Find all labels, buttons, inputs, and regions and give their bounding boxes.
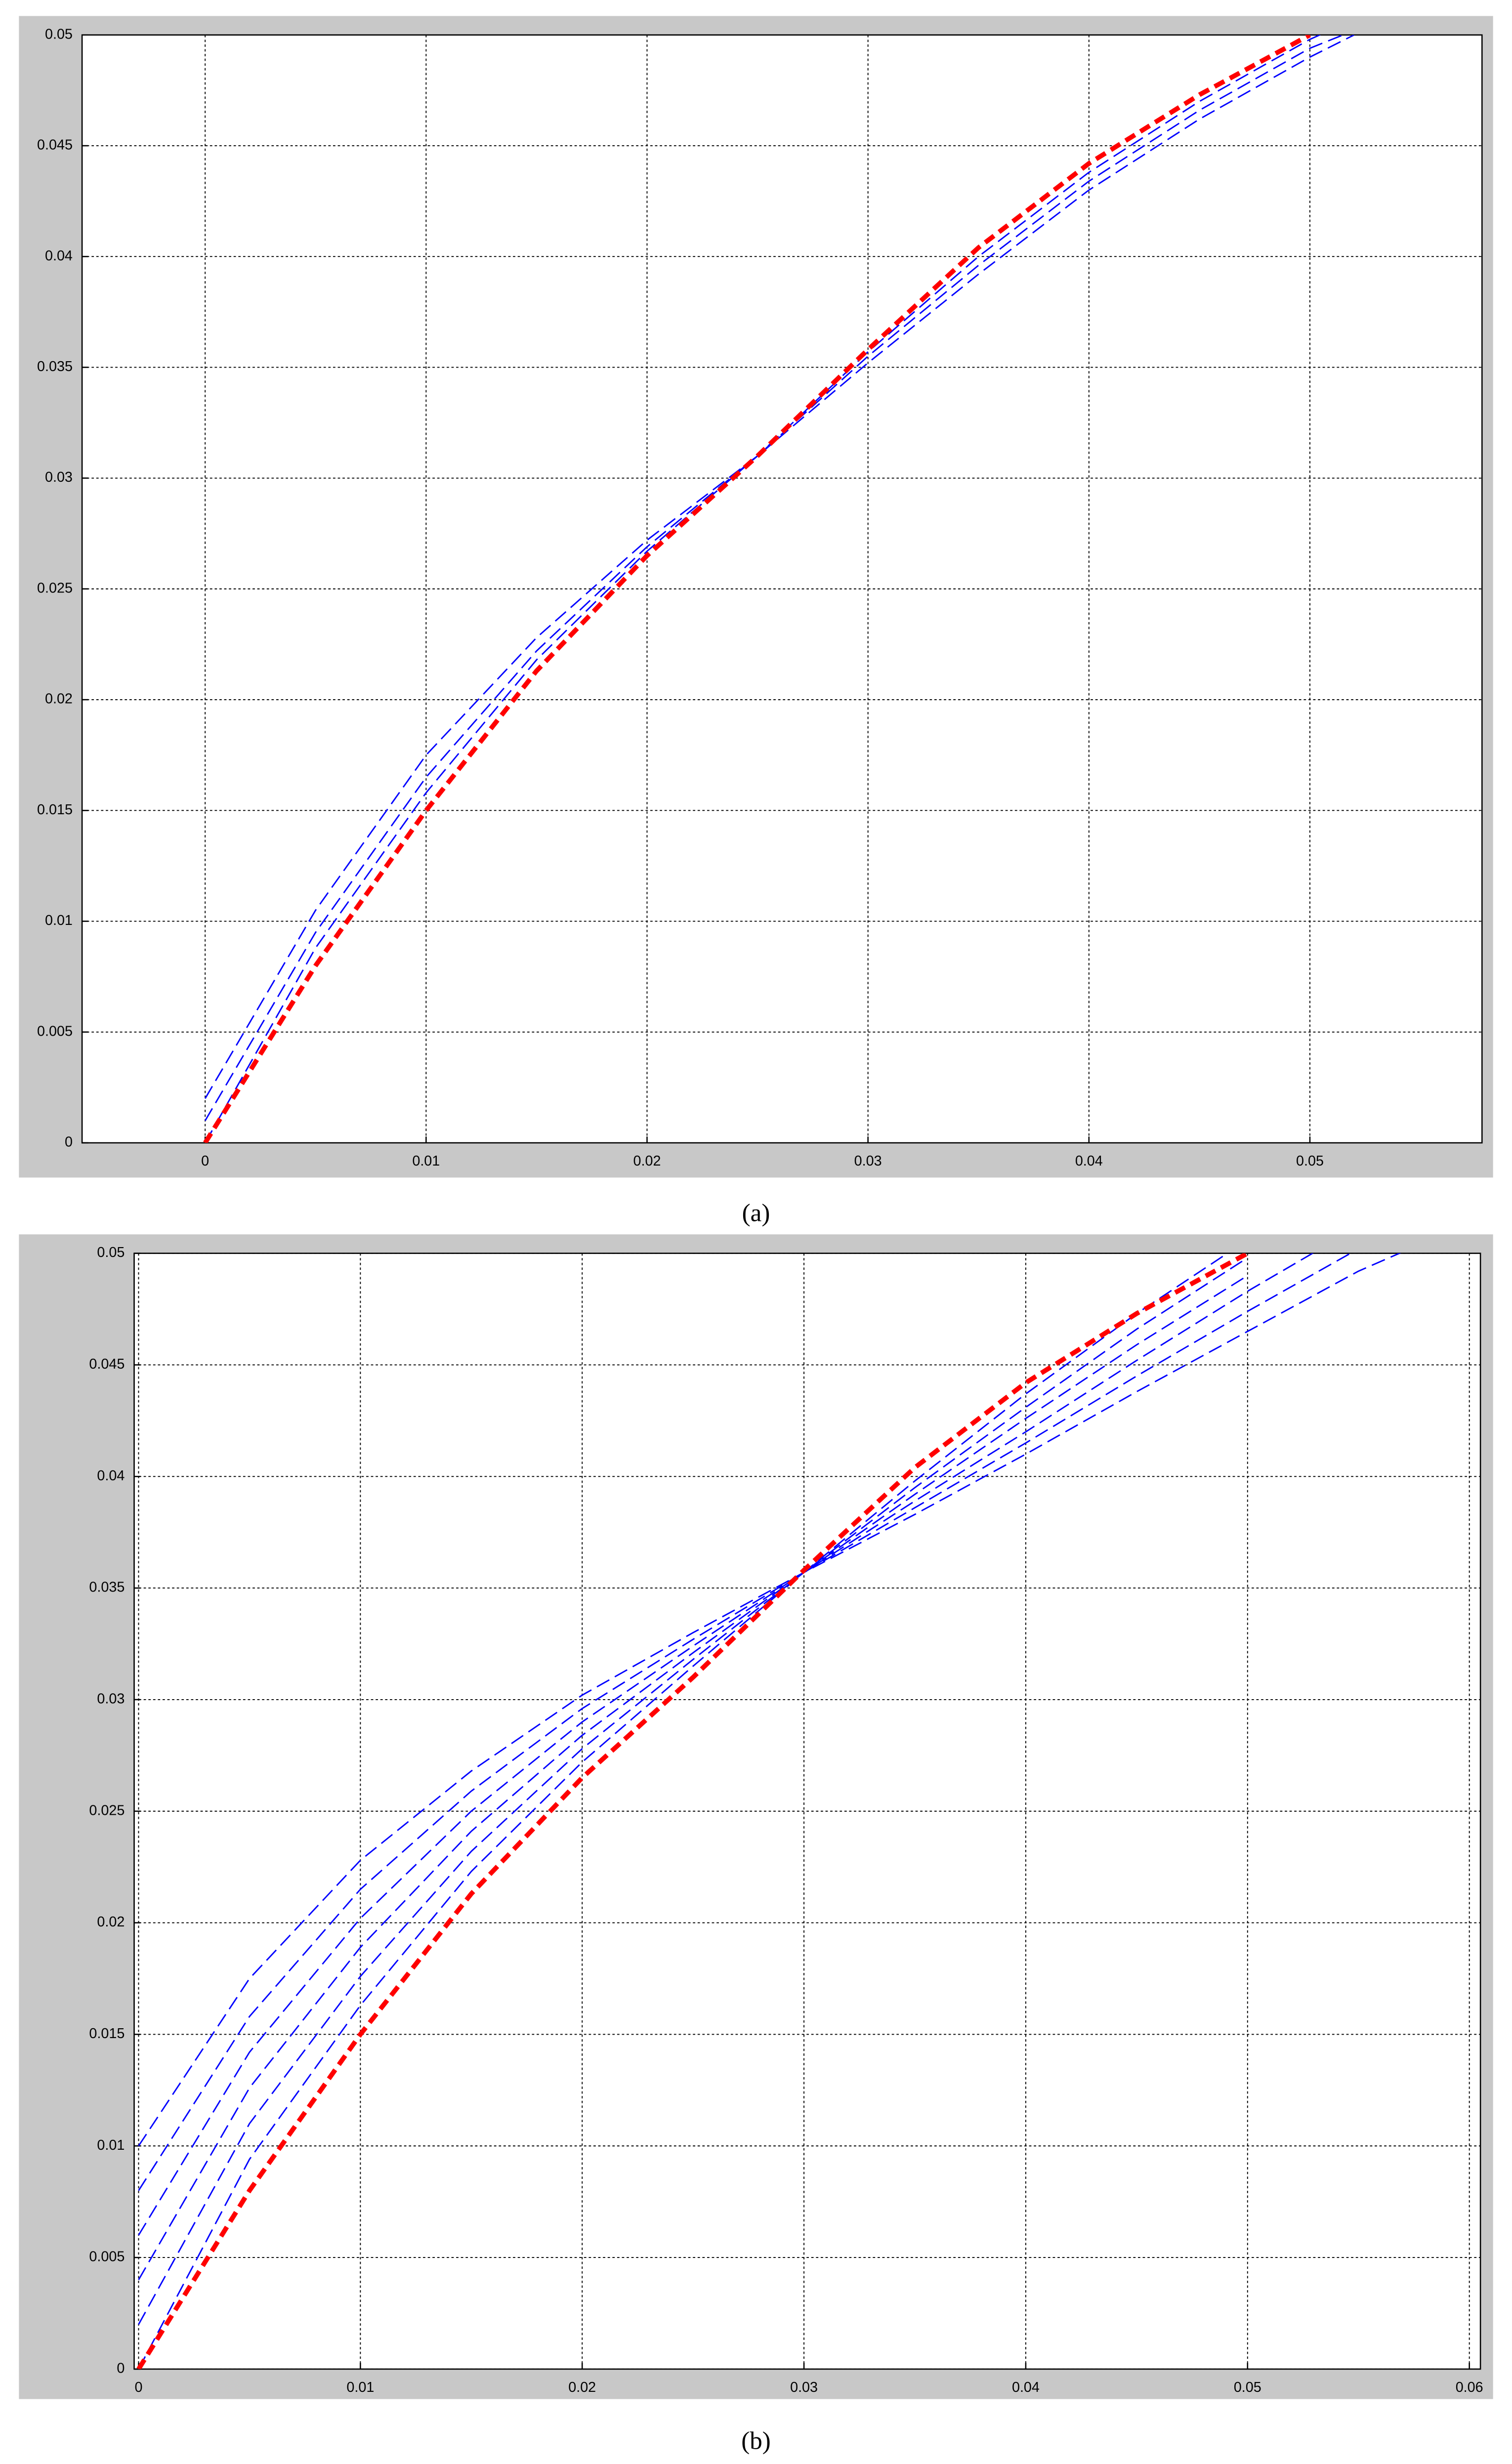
x-tick-label: 0.04 [1012,2380,1040,2395]
y-tick-label: 0.03 [45,469,73,485]
y-tick-label: 0.035 [37,359,73,375]
x-tick-label: 0.01 [346,2380,374,2395]
x-tick-label: 0.05 [1234,2380,1261,2395]
reference-curve [136,1253,1249,2369]
family-curve [138,1253,1314,2236]
y-tick-label: 0.005 [37,1023,73,1039]
y-tick-label: 0.045 [89,1356,125,1372]
y-tick-label: 0.05 [45,26,73,42]
y-tick-label: 0.005 [89,2249,125,2265]
y-tick-label: 0.04 [97,1468,125,1484]
family-curve [138,1253,1229,2369]
x-tick-label: 0.02 [568,2380,596,2395]
family-curve [204,35,1345,1121]
x-tick-label: 0.04 [1075,1153,1103,1169]
reference-curve [203,35,1311,1143]
chart: 0 0.01 0.02 0.03 0.04 0.05 0.06 0 0.005 0.01 0.015… [19,1234,1493,2455]
y-tick-label: 0.045 [37,137,73,153]
y-tick-label: 0.025 [37,580,73,596]
x-tick-label: 0.03 [790,2380,818,2395]
y-tick-label: 0.03 [97,1691,125,1707]
y-tick-label: 0 [117,2360,125,2376]
y-tick-label: 0.05 [97,1245,125,1260]
chart: 0 0.01 0.02 0.03 0.04 0.05 0 0.005 0.01 0.015 0.02… [19,16,1493,1227]
y-tick-label: 0 [65,1134,73,1150]
family-curve [204,35,1355,1099]
x-tick-label: 0.06 [1456,2380,1483,2395]
y-tick-label: 0.02 [45,691,73,707]
x-tick-label: 0 [134,2380,142,2395]
y-tick-label: 0.035 [89,1580,125,1595]
family-curve [138,1275,1248,2280]
caption: (b) [741,2427,771,2455]
family-curve [204,35,1322,1143]
y-tick-label: 0.015 [89,2026,125,2042]
y-tick-label: 0.01 [97,2137,125,2153]
family-curve [138,1257,1248,2325]
y-tick-label: 0.04 [45,248,73,264]
x-tick-label: 0.05 [1296,1153,1324,1169]
x-tick-label: 0.03 [854,1153,882,1169]
x-tick-label: 0.02 [633,1153,661,1169]
y-tick-label: 0.01 [45,913,73,928]
x-tick-label: 0 [201,1153,209,1169]
y-tick-label: 0.015 [37,802,73,818]
y-tick-label: 0.025 [89,1802,125,1818]
caption: (a) [742,1199,770,1227]
y-tick-label: 0.02 [97,1914,125,1930]
x-tick-label: 0.01 [412,1153,440,1169]
